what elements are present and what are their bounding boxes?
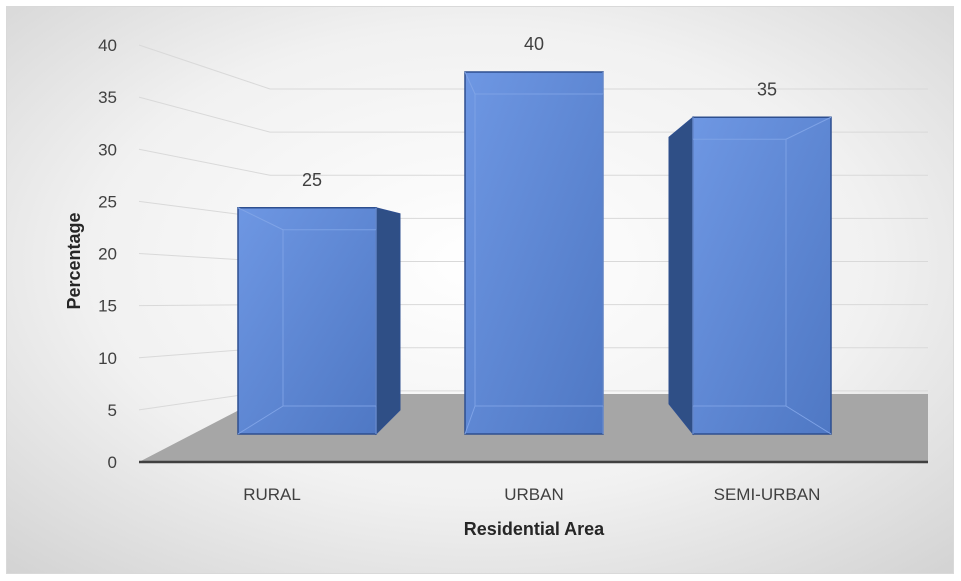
y-tick-label: 15 (98, 297, 117, 316)
gridline-diagonal (138, 148, 271, 176)
x-category-label: SEMI-URBAN (714, 485, 821, 504)
y-tick-label: 5 (108, 401, 117, 420)
y-tick-label: 0 (108, 453, 117, 472)
bar-inner-outline (282, 229, 377, 407)
data-labels: 25 40 35 (302, 34, 777, 190)
y-tick-label: 40 (98, 36, 117, 55)
gridline-diagonal (138, 96, 271, 133)
bar-front-face (464, 71, 604, 435)
chart-container: 0 5 10 15 20 25 30 35 40 RURAL URBAN SEMI-URBAN 25… (6, 6, 954, 574)
bar-side-face (375, 207, 401, 436)
bar-edge-line (464, 71, 476, 95)
data-label: 25 (302, 170, 322, 190)
data-label: 35 (757, 79, 777, 99)
bar-front-face (692, 116, 832, 435)
bar-inner-outline (692, 138, 787, 407)
y-axis-title: Percentage (64, 212, 84, 309)
y-tick-label: 30 (98, 140, 117, 159)
bar-edge-line (237, 405, 284, 435)
x-axis-title: Residential Area (464, 519, 605, 539)
x-category-label: URBAN (504, 485, 564, 504)
y-axis-ticks: 0 5 10 15 20 25 30 35 40 (98, 36, 117, 472)
y-tick-label: 20 (98, 245, 117, 264)
bar-edge-line (237, 207, 284, 231)
y-tick-label: 10 (98, 349, 117, 368)
bar-semi-urban (668, 116, 832, 436)
bar-rural (237, 207, 401, 436)
y-tick-label: 35 (98, 88, 117, 107)
data-label: 40 (524, 34, 544, 54)
bar-side-face (668, 116, 694, 436)
x-axis-categories: RURAL URBAN SEMI-URBAN (243, 485, 820, 504)
bar-edge-line (785, 405, 832, 435)
x-category-label: RURAL (243, 485, 301, 504)
bar-inner-outline (474, 93, 604, 407)
bar-edge-line (785, 116, 832, 140)
bar-chart: 0 5 10 15 20 25 30 35 40 RURAL URBAN SEMI-URBAN 25… (7, 7, 953, 573)
bar-front-face (237, 207, 377, 435)
y-tick-label: 25 (98, 192, 117, 211)
bar-urban (464, 71, 604, 435)
bar-edge-line (464, 405, 476, 435)
gridline-diagonal (138, 44, 271, 90)
bars (237, 71, 832, 436)
